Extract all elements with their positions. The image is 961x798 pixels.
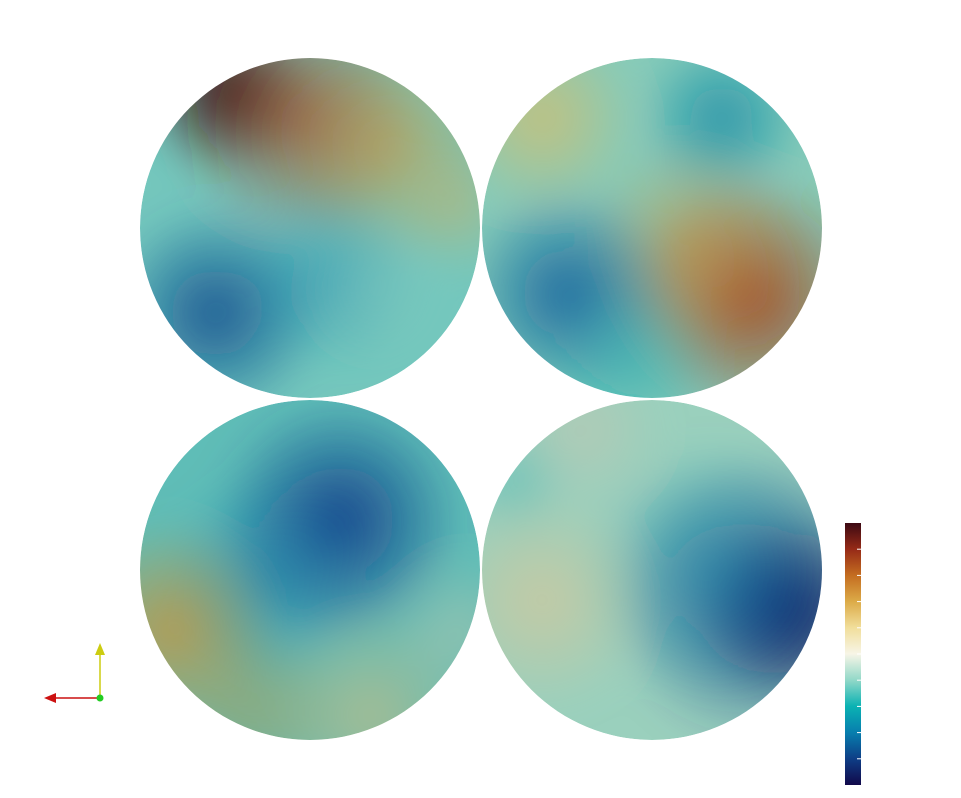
y-axis-arrowhead (95, 643, 105, 655)
disc-top-left (140, 58, 480, 398)
z-axis-marker (96, 694, 104, 702)
colorbar-gradient (845, 523, 861, 785)
disc-field-group (140, 58, 822, 740)
field-blobs (482, 400, 822, 740)
field-blob (482, 420, 572, 540)
disc-top-right (482, 58, 822, 398)
orientation-axes (44, 643, 105, 703)
field-blobs (482, 58, 822, 398)
x-axis-arrowhead (44, 693, 56, 703)
disc-bottom-right (482, 400, 822, 740)
field-blob (300, 218, 440, 358)
field-blob (160, 620, 340, 740)
field-blobs (140, 400, 480, 740)
color-legend-bar (845, 523, 861, 785)
field-blob (582, 440, 822, 700)
colorbar-ticks (857, 548, 861, 760)
field-blob (542, 278, 722, 398)
disc-bottom-left (140, 400, 480, 740)
field-blob (385, 555, 480, 705)
field-blob (390, 138, 480, 278)
